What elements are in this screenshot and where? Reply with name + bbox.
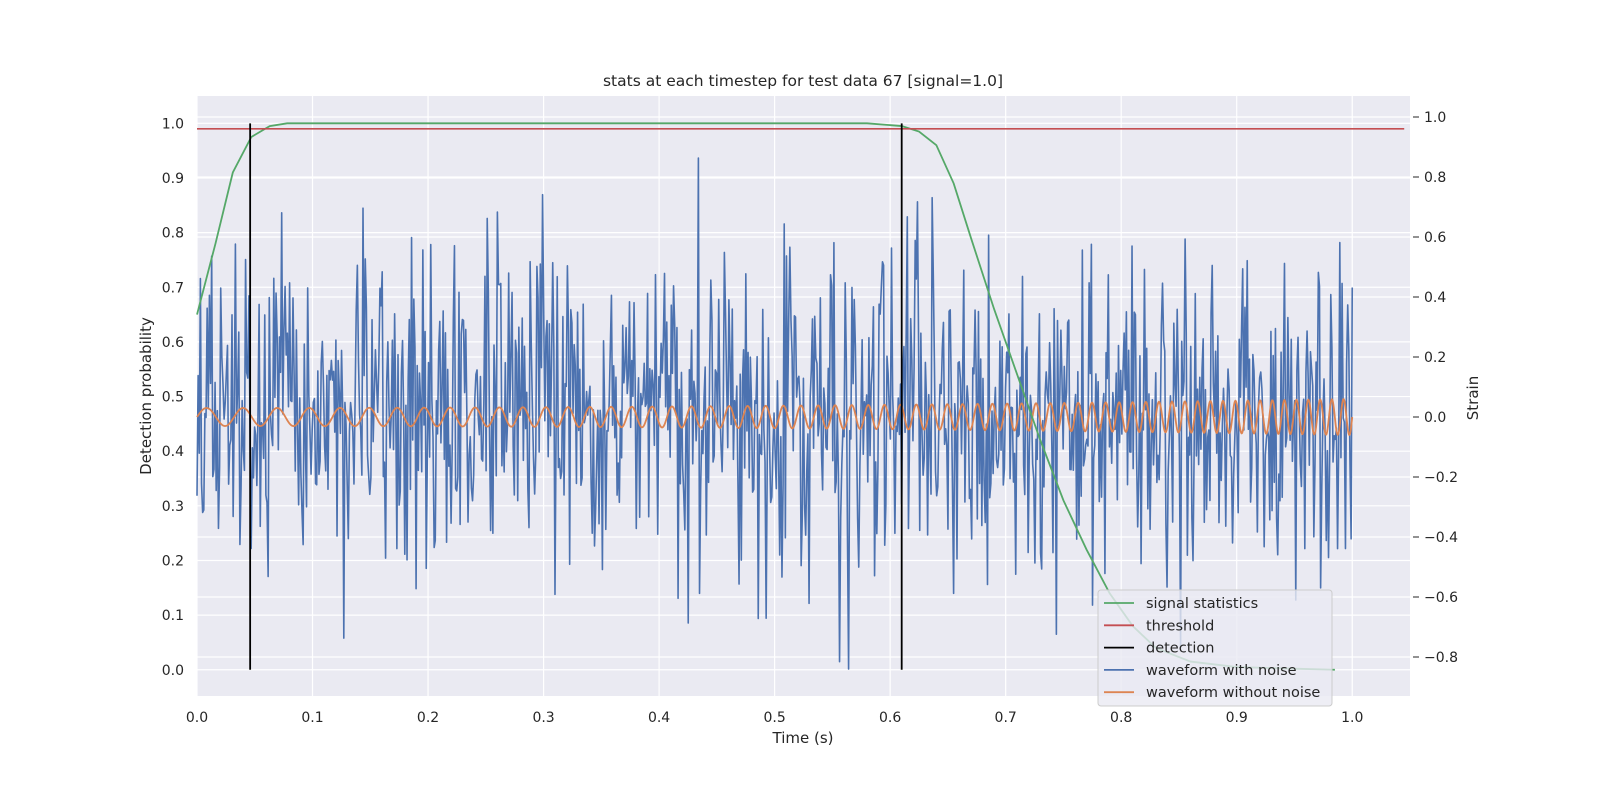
x-tick-label: 0.2 bbox=[417, 710, 439, 726]
legend-label: signal statistics bbox=[1146, 596, 1258, 612]
x-tick-label: 0.8 bbox=[1110, 710, 1132, 726]
y-left-tick-label: 0.7 bbox=[162, 280, 184, 296]
y-left-tick-label: 0.4 bbox=[162, 444, 184, 460]
y-right-tick-label: −0.4 bbox=[1424, 530, 1458, 546]
y-right-tick-label: 0.4 bbox=[1424, 290, 1446, 306]
x-tick-label: 0.1 bbox=[301, 710, 323, 726]
x-tick-label: 1.0 bbox=[1341, 710, 1363, 726]
y-left-tick-label: 0.1 bbox=[162, 608, 184, 624]
y-right-tick-label: 0.0 bbox=[1424, 410, 1446, 426]
chart-title: stats at each timestep for test data 67 … bbox=[603, 72, 1003, 90]
x-tick-label: 0.4 bbox=[648, 710, 670, 726]
x-tick-label: 0.0 bbox=[186, 710, 208, 726]
y-left-axis-title: Detection probability bbox=[137, 317, 155, 475]
y-left-tick-label: 0.5 bbox=[162, 390, 184, 406]
y-left-axis-ticks: 0.0 0.1 0.2 0.3 0.4 0.5 0.6 0.7 0.8 0.9 1.0 bbox=[162, 116, 184, 678]
x-tick-label: 0.6 bbox=[879, 710, 901, 726]
y-left-tick-label: 0.8 bbox=[162, 226, 184, 242]
y-right-axis-ticks: −0.8 −0.6 −0.4 −0.2 0.0 0.2 0.4 0.6 0.8 1.0 bbox=[1413, 110, 1458, 666]
x-tick-label: 0.3 bbox=[532, 710, 554, 726]
series-line-waveform-without-noise bbox=[196, 398, 1354, 436]
y-right-tick-label: −0.6 bbox=[1424, 590, 1458, 606]
series-line-waveform-with-noise bbox=[196, 157, 1354, 670]
y-right-tick-label: 0.2 bbox=[1424, 350, 1446, 366]
y-right-tick-label: −0.8 bbox=[1424, 650, 1458, 666]
x-tick-label: 0.7 bbox=[995, 710, 1017, 726]
x-axis-ticks: 0.0 0.1 0.2 0.3 0.4 0.5 0.6 0.7 0.8 0.9 1.0 bbox=[186, 710, 1364, 726]
y-right-tick-label: 0.8 bbox=[1424, 170, 1446, 186]
x-tick-label: 0.5 bbox=[763, 710, 785, 726]
y-left-tick-label: 1.0 bbox=[162, 116, 184, 132]
y-left-tick-label: 0.2 bbox=[162, 553, 184, 569]
legend-box bbox=[1097, 589, 1333, 707]
legend-label: waveform with noise bbox=[1146, 663, 1297, 679]
x-tick-label: 0.9 bbox=[1226, 710, 1248, 726]
y-right-tick-label: 1.0 bbox=[1424, 110, 1446, 126]
y-right-tick-label: 0.6 bbox=[1424, 230, 1446, 246]
legend-label: waveform without noise bbox=[1146, 685, 1320, 701]
legend-label: threshold bbox=[1146, 618, 1214, 634]
y-left-tick-label: 0.3 bbox=[162, 499, 184, 515]
legend-label: detection bbox=[1146, 641, 1214, 657]
x-axis-title: Time (s) bbox=[772, 729, 834, 747]
y-left-tick-label: 0.6 bbox=[162, 335, 184, 351]
y-right-tick-label: −0.2 bbox=[1424, 470, 1458, 486]
y-left-tick-label: 0.9 bbox=[162, 171, 184, 187]
legend: signal statistics threshold detection wavef… bbox=[1097, 589, 1333, 707]
y-right-axis-title: Strain bbox=[1464, 376, 1482, 420]
y-left-tick-label: 0.0 bbox=[162, 663, 184, 679]
